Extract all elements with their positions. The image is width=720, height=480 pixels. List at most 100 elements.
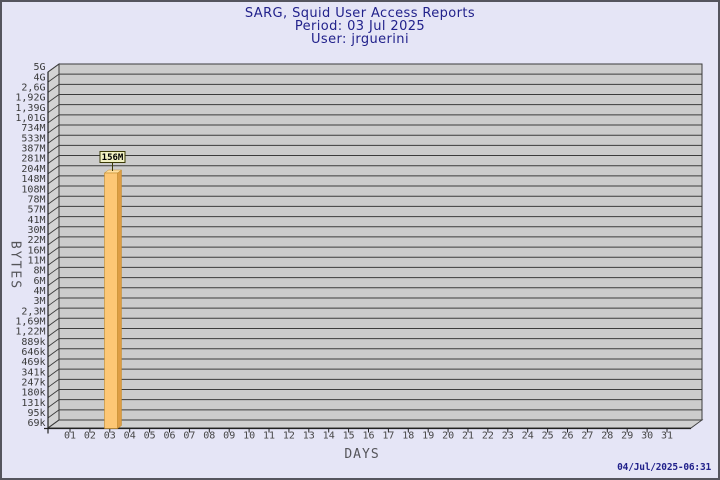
x-tick-label: 19 bbox=[422, 431, 434, 442]
grid-line-wall bbox=[47, 206, 60, 215]
x-tick-label: 31 bbox=[661, 431, 673, 442]
y-tick-label: 341k bbox=[21, 367, 45, 378]
grid-line-wall bbox=[47, 175, 60, 185]
grid-line-wall bbox=[47, 409, 60, 419]
x-tick-label: 28 bbox=[601, 431, 613, 442]
y-tick-label: 8M bbox=[33, 266, 45, 277]
grid-line-wall bbox=[47, 368, 60, 378]
grid-line-wall bbox=[47, 256, 60, 266]
x-tick-label: 01 bbox=[64, 431, 76, 442]
grid-line-wall bbox=[47, 399, 60, 409]
grid-line-wall bbox=[47, 338, 60, 347]
bar-value-label: 156M bbox=[102, 153, 124, 163]
panel-floor bbox=[46, 419, 704, 429]
x-tick-label: 17 bbox=[382, 431, 394, 442]
grid-line-wall bbox=[47, 348, 60, 358]
y-tick-label: 1,69M bbox=[15, 316, 45, 327]
grid-line-wall bbox=[47, 185, 60, 195]
x-tick-label: 02 bbox=[84, 431, 96, 442]
y-axis-ticks: 5G4G2,6G1,92G1,39G1,01G734M533M387M281M2… bbox=[15, 62, 45, 429]
grid-line-wall bbox=[47, 246, 60, 256]
x-tick-label: 18 bbox=[402, 431, 414, 442]
x-tick-label: 26 bbox=[561, 431, 573, 442]
y-tick-label: 5G bbox=[33, 62, 45, 73]
data-bars bbox=[103, 169, 123, 429]
y-tick-label: 95k bbox=[27, 408, 45, 419]
x-tick-label: 25 bbox=[542, 431, 554, 442]
y-tick-label: 646k bbox=[21, 347, 45, 358]
x-tick-label: 05 bbox=[144, 431, 156, 442]
grid-line-wall bbox=[47, 358, 60, 368]
grid-line-wall bbox=[47, 73, 60, 83]
x-tick-label: 10 bbox=[243, 431, 255, 442]
grid-line-wall bbox=[47, 287, 60, 297]
x-tick-label: 27 bbox=[581, 431, 593, 442]
y-tick-label: 69k bbox=[27, 418, 45, 429]
grid-line-wall bbox=[47, 389, 60, 398]
report-period: Period: 03 Jul 2025 bbox=[294, 19, 426, 34]
grid-line-wall bbox=[47, 216, 60, 225]
x-tick-label: 22 bbox=[482, 431, 494, 442]
grid-line-wall bbox=[47, 267, 60, 276]
value-flag-box bbox=[99, 151, 126, 163]
grid-line-wall bbox=[47, 114, 60, 124]
y-tick-label: 41M bbox=[27, 215, 45, 226]
x-tick-label: 08 bbox=[203, 431, 215, 442]
grid-line-wall bbox=[47, 328, 60, 337]
x-tick-label: 15 bbox=[343, 431, 355, 442]
x-tick-label: 14 bbox=[323, 431, 335, 442]
y-tick-label: 11M bbox=[27, 255, 45, 266]
y-tick-label: 204M bbox=[21, 164, 45, 175]
x-tick-label: 23 bbox=[502, 431, 514, 442]
grid-line-wall bbox=[47, 145, 60, 154]
y-tick-label: 533M bbox=[21, 133, 45, 144]
x-axis-title: DAYS bbox=[344, 447, 380, 462]
y-tick-label: 281M bbox=[21, 154, 45, 165]
y-tick-label: 4G bbox=[33, 72, 45, 83]
y-tick-label: 469k bbox=[21, 357, 45, 368]
grid-line-wall bbox=[47, 236, 60, 246]
grid-line-wall bbox=[47, 277, 60, 286]
x-tick-label: 30 bbox=[641, 431, 653, 442]
y-tick-label: 57M bbox=[27, 205, 45, 216]
y-tick-label: 2,6G bbox=[21, 83, 45, 94]
report-header: SARG, Squid User Access Reports Period: … bbox=[2, 7, 718, 46]
x-tick-label: 04 bbox=[124, 431, 136, 442]
report-user: User: jrguerini bbox=[311, 32, 409, 47]
y-tick-label: 6M bbox=[33, 276, 45, 287]
bar-value-labels: 156M bbox=[99, 151, 126, 171]
y-tick-label: 30M bbox=[27, 225, 45, 236]
x-tick-label: 07 bbox=[183, 431, 195, 442]
x-tick-label: 24 bbox=[522, 431, 534, 442]
x-tick-label: 16 bbox=[362, 431, 374, 442]
y-axis-title: BYTES bbox=[7, 240, 23, 291]
grid-line-wall bbox=[47, 63, 60, 73]
panel-face bbox=[58, 63, 703, 421]
x-tick-label: 13 bbox=[303, 431, 315, 442]
grid-line-wall bbox=[47, 317, 60, 327]
bar-front-face bbox=[104, 172, 118, 429]
grid-line-wall bbox=[47, 83, 60, 93]
y-tick-label: 889k bbox=[21, 337, 45, 348]
y-tick-label: 1,01G bbox=[15, 113, 45, 124]
y-tick-label: 78M bbox=[27, 194, 45, 205]
grid-line-wall bbox=[47, 134, 60, 144]
x-tick-label: 21 bbox=[462, 431, 474, 442]
y-tick-label: 148M bbox=[21, 174, 45, 185]
y-tick-label: 247k bbox=[21, 378, 45, 389]
y-tick-label: 16M bbox=[27, 245, 45, 256]
x-tick-label: 20 bbox=[442, 431, 454, 442]
x-tick-label: 06 bbox=[163, 431, 175, 442]
grid-line-wall bbox=[47, 297, 60, 307]
grid-lines bbox=[47, 63, 702, 429]
grid-line-wall bbox=[47, 165, 60, 175]
x-tick-label: 12 bbox=[283, 431, 295, 442]
x-tick-label: 09 bbox=[223, 431, 235, 442]
y-tick-label: 108M bbox=[21, 184, 45, 195]
x-tick-label: 03 bbox=[104, 431, 116, 442]
grid-line-wall bbox=[47, 226, 60, 236]
grid-line-wall bbox=[47, 307, 60, 317]
y-tick-label: 4M bbox=[33, 286, 45, 297]
